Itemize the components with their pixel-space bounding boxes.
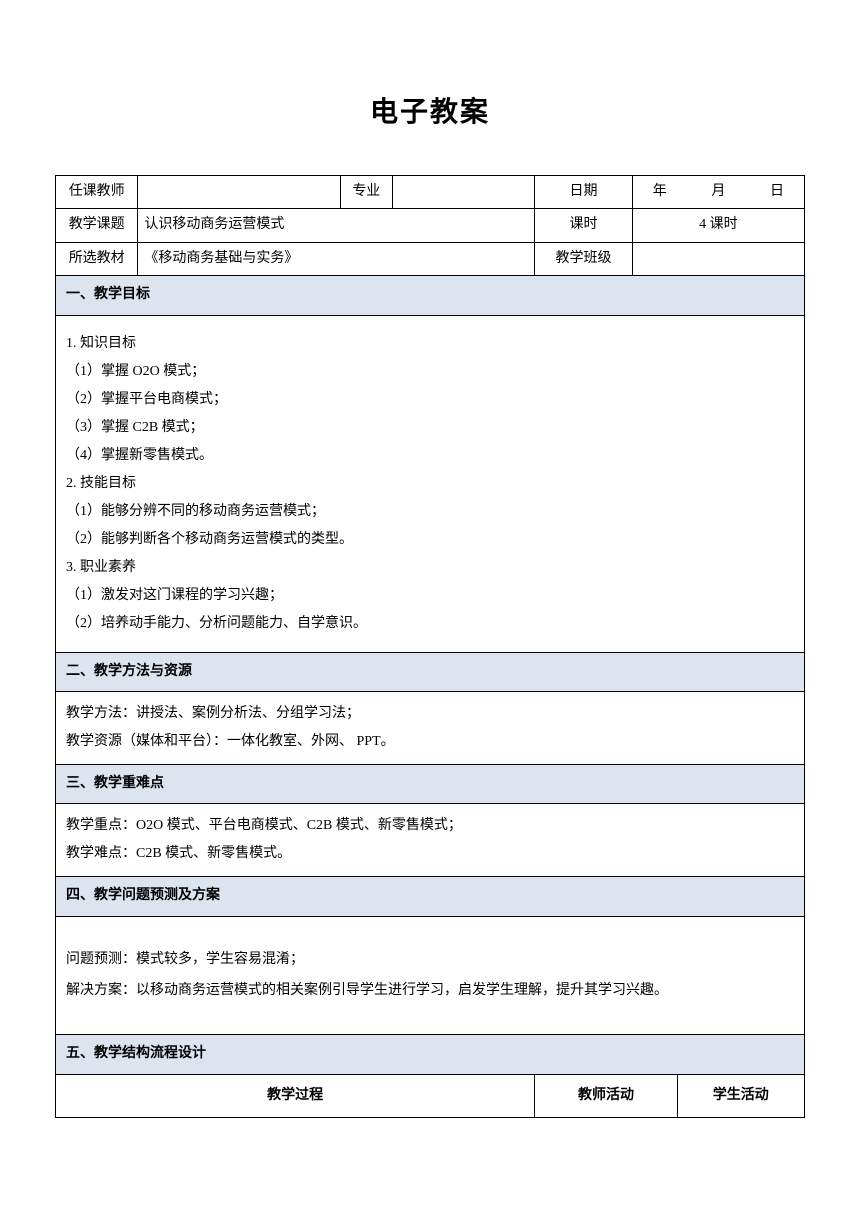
class-value	[632, 242, 804, 275]
section-4-header-row: 四、教学问题预测及方案	[56, 877, 805, 916]
section-5-header: 五、教学结构流程设计	[56, 1035, 805, 1074]
teacher-col: 教师活动	[535, 1074, 677, 1117]
date-value: 年 月 日	[632, 176, 804, 209]
hours-value: 4 课时	[632, 209, 804, 242]
section-2-header: 二、教学方法与资源	[56, 652, 805, 691]
textbook-value: 《移动商务基础与实务》	[138, 242, 535, 275]
process-col: 教学过程	[56, 1074, 535, 1117]
section-5-cols-row: 教学过程 教师活动 学生活动	[56, 1074, 805, 1117]
section-4-content-row: 问题预测：模式较多，学生容易混淆； 解决方案：以移动商务运营模式的相关案例引导学…	[56, 916, 805, 1035]
section-2-content-row: 教学方法：讲授法、案例分析法、分组学习法； 教学资源（媒体和平台）：一体化教室、…	[56, 691, 805, 764]
section-5-header-row: 五、教学结构流程设计	[56, 1035, 805, 1074]
section-4-header: 四、教学问题预测及方案	[56, 877, 805, 916]
document-title: 电子教案	[55, 90, 805, 130]
section-3-content: 教学重点：O2O 模式、平台电商模式、C2B 模式、新零售模式； 教学难点：C2…	[56, 804, 805, 877]
header-row-3: 所选教材 《移动商务基础与实务》 教学班级	[56, 242, 805, 275]
section-3-header-row: 三、教学重难点	[56, 764, 805, 803]
teacher-label: 任课教师	[56, 176, 138, 209]
header-row-1: 任课教师 专业 日期 年 月 日	[56, 176, 805, 209]
topic-label: 教学课题	[56, 209, 138, 242]
section-2-content: 教学方法：讲授法、案例分析法、分组学习法； 教学资源（媒体和平台）：一体化教室、…	[56, 691, 805, 764]
topic-value: 认识移动商务运营模式	[138, 209, 535, 242]
major-label: 专业	[340, 176, 392, 209]
major-value	[393, 176, 535, 209]
textbook-label: 所选教材	[56, 242, 138, 275]
section-1-header-row: 一、教学目标	[56, 276, 805, 315]
section-2-header-row: 二、教学方法与资源	[56, 652, 805, 691]
header-row-2: 教学课题 认识移动商务运营模式 课时 4 课时	[56, 209, 805, 242]
section-4-content: 问题预测：模式较多，学生容易混淆； 解决方案：以移动商务运营模式的相关案例引导学…	[56, 916, 805, 1035]
section-3-content-row: 教学重点：O2O 模式、平台电商模式、C2B 模式、新零售模式； 教学难点：C2…	[56, 804, 805, 877]
student-col: 学生活动	[677, 1074, 804, 1117]
class-label: 教学班级	[535, 242, 632, 275]
section-1-content: 1. 知识目标 （1）掌握 O2O 模式； （2）掌握平台电商模式； （3）掌握…	[56, 315, 805, 652]
hours-label: 课时	[535, 209, 632, 242]
section-3-header: 三、教学重难点	[56, 764, 805, 803]
section-1-header: 一、教学目标	[56, 276, 805, 315]
lesson-plan-table: 任课教师 专业 日期 年 月 日 教学课题 认识移动商务运营模式 课时 4 课时…	[55, 175, 805, 1118]
teacher-value	[138, 176, 340, 209]
date-label: 日期	[535, 176, 632, 209]
section-1-content-row: 1. 知识目标 （1）掌握 O2O 模式； （2）掌握平台电商模式； （3）掌握…	[56, 315, 805, 652]
